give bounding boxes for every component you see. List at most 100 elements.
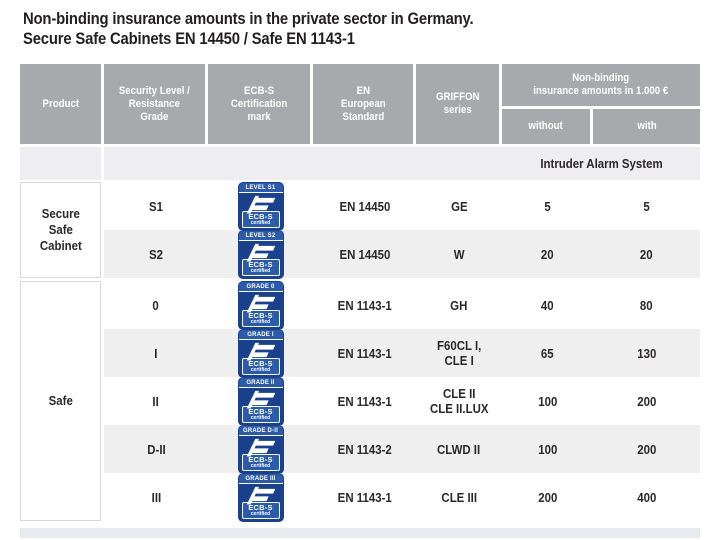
ecbs-certified-badge: GRADE III ECB-S certified <box>238 473 283 521</box>
badge-certified-label: certified <box>250 318 271 325</box>
badge-ecbs-label: ECB-S <box>248 211 273 221</box>
amount-without-cell: 200 <box>502 473 593 521</box>
security-grade-cell-text: S2 <box>149 246 163 262</box>
amount-without-cell-text: 100 <box>537 393 558 409</box>
en-standard-cell: EN 1143-2 <box>313 425 416 473</box>
table-header: Product Security Level / Resistance Grad… <box>20 64 700 144</box>
en-standard-cell-text: EN 14450 <box>339 246 390 262</box>
badge-ecbs-label: ECB-S <box>248 259 273 269</box>
table-row: I GRADE I ECB-S certified EN 1143-1 F60CL I, … <box>104 329 700 377</box>
table-row: 0 GRADE 0 ECB-S certified EN 1143-1 GH 40 80 <box>104 281 700 329</box>
row-group: 0 GRADE 0 ECB-S certified EN 1143-1 GH 40 80 I GR… <box>104 281 700 521</box>
griffon-series-cell: CLE III <box>416 473 502 521</box>
ecbs-f-logo-icon <box>239 436 283 456</box>
certification-mark-cell: GRADE 0 ECB-S certified <box>208 281 313 329</box>
badge-certified-label: certified <box>250 366 271 373</box>
amount-without-cell-text: 200 <box>537 489 558 505</box>
badge-grade-label: LEVEL S2 <box>238 230 283 241</box>
en-standard-cell: EN 1143-1 <box>313 281 416 329</box>
security-grade-cell-text: II <box>152 393 160 409</box>
amount-with-cell-text: 5 <box>643 198 650 214</box>
badge-grade-label: LEVEL S1 <box>238 182 283 193</box>
griffon-series-cell-text: CLE II CLE II.LUX <box>429 386 489 416</box>
product-column: Secure Safe Cabinet Safe <box>20 182 101 521</box>
table-row: S2 LEVEL S2 ECB-S certified EN 14450 W 20 20 <box>104 230 700 278</box>
amount-without-cell: 5 <box>502 182 593 230</box>
badge-grade-label: GRADE 0 <box>238 281 283 292</box>
badge-certified-label: certified <box>250 462 271 469</box>
badge-ecbs-label: ECB-S <box>248 502 273 512</box>
griffon-series-cell: F60CL I, CLE I <box>416 329 502 377</box>
title-line-2: Secure Safe Cabinets EN 14450 / Safe EN … <box>23 30 355 48</box>
amount-with-cell: 80 <box>593 281 700 329</box>
ecbs-certified-badge: GRADE II ECB-S certified <box>238 377 283 425</box>
ecbs-certified-badge: LEVEL S2 ECB-S certified <box>238 230 283 278</box>
badge-ecbs-block: ECB-S certified <box>241 453 280 471</box>
amount-with-cell-text: 20 <box>640 246 653 262</box>
amount-without-cell: 40 <box>502 281 593 329</box>
header-certification-mark: ECB-S Certification mark <box>208 64 313 144</box>
badge-ecbs-label: ECB-S <box>248 310 273 320</box>
certification-mark-cell: LEVEL S1 ECB-S certified <box>208 182 313 230</box>
amount-without-cell-text: 65 <box>541 345 554 361</box>
intruder-alarm-label: Intruder Alarm System <box>539 156 663 171</box>
griffon-series-cell-text: GE <box>450 198 468 214</box>
amount-without-cell: 20 <box>502 230 593 278</box>
amount-with-cell: 130 <box>593 329 700 377</box>
product-group-cell: Secure Safe Cabinet <box>20 182 101 278</box>
badge-grade-label: GRADE D-II <box>238 425 283 436</box>
amount-with-cell: 200 <box>593 425 700 473</box>
badge-certified-label: certified <box>250 267 271 274</box>
badge-grade-label: GRADE III <box>238 473 283 484</box>
ecbs-f-logo-icon <box>239 193 283 213</box>
badge-certified-label: certified <box>250 219 271 226</box>
security-grade-cell-text: 0 <box>152 297 160 313</box>
en-standard-cell-text: EN 1143-2 <box>337 441 392 457</box>
en-standard-cell-text: EN 14450 <box>339 198 390 214</box>
en-standard-cell: EN 1143-1 <box>313 329 416 377</box>
certification-mark-cell: LEVEL S2 ECB-S certified <box>208 230 313 278</box>
en-standard-cell-text: EN 1143-1 <box>337 489 392 505</box>
griffon-series-cell-text: F60CL I, CLE I <box>436 338 482 368</box>
certification-mark-cell: GRADE D-II ECB-S certified <box>208 425 313 473</box>
amount-with-cell-text: 130 <box>636 345 657 361</box>
security-grade-cell: S2 <box>104 230 208 278</box>
amount-with-cell-text: 200 <box>636 393 657 409</box>
ecbs-f-logo-icon <box>239 292 283 312</box>
griffon-series-cell: GH <box>416 281 502 329</box>
header-griffon-series: GRIFFON series <box>416 64 502 144</box>
header-security-level: Security Level / Resistance Grade <box>104 64 208 144</box>
ecbs-f-logo-icon <box>239 340 283 360</box>
badge-certified-label: certified <box>250 414 271 421</box>
amount-with-cell: 20 <box>593 230 700 278</box>
amount-without-cell: 65 <box>502 329 593 377</box>
badge-ecbs-label: ECB-S <box>248 454 273 464</box>
header-en-standard: EN European Standard <box>313 64 416 144</box>
header-insurance-amounts: Non-binding insurance amounts in 1.000 € <box>502 64 700 109</box>
security-grade-cell: 0 <box>104 281 208 329</box>
amount-without-cell: 100 <box>502 377 593 425</box>
amount-with-cell-text: 80 <box>640 297 653 313</box>
griffon-series-cell-text: W <box>453 246 465 262</box>
badge-ecbs-label: ECB-S <box>248 358 273 368</box>
bottom-band <box>20 528 700 538</box>
badge-ecbs-label: ECB-S <box>248 406 273 416</box>
en-standard-cell: EN 1143-1 <box>313 473 416 521</box>
griffon-series-cell: W <box>416 230 502 278</box>
en-standard-cell: EN 14450 <box>313 182 416 230</box>
intruder-alarm-row-right-segment: Intruder Alarm System <box>104 147 700 180</box>
page-title: Non-binding insurance amounts in the pri… <box>0 0 720 49</box>
griffon-series-cell-text: CLE III <box>441 489 477 505</box>
security-grade-cell-text: S1 <box>149 198 163 214</box>
table-body: Secure Safe Cabinet Safe S1 LEVEL S1 ECB-S c… <box>20 182 700 521</box>
product-group-label: Safe <box>48 393 73 408</box>
security-grade-cell-text: D-II <box>146 441 166 457</box>
amount-with-cell: 400 <box>593 473 700 521</box>
table-row: D-II GRADE D-II ECB-S certified EN 1143-2 CLW… <box>104 425 700 473</box>
table-row: III GRADE III ECB-S certified EN 1143-1 CLE I… <box>104 473 700 521</box>
badge-ecbs-block: ECB-S certified <box>241 501 280 519</box>
product-group-label: Secure Safe Cabinet <box>39 206 82 253</box>
security-grade-cell-text: III <box>151 489 161 505</box>
griffon-series-cell-text: GH <box>450 297 468 313</box>
